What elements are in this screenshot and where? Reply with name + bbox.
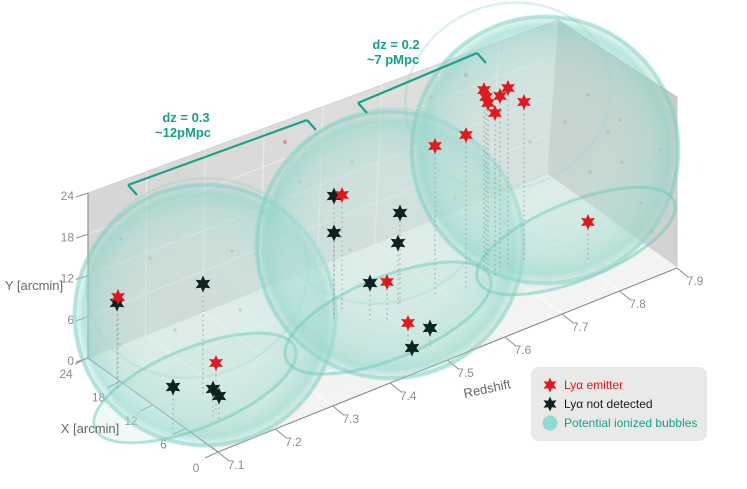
x-axis-label: X [arcmin] — [61, 421, 120, 436]
legend-item-bubbles: Potential ionized bubbles — [541, 414, 699, 433]
lya-emitter-marker — [581, 214, 595, 230]
galaxy-markers — [109, 80, 595, 405]
lya-emitter-marker — [111, 289, 125, 305]
bracket-dz-03: dz = 0.3~12pMpc — [127, 110, 317, 196]
bracket-annotations: dz = 0.3~12pMpc dz = 0.2~7 pMpc — [127, 37, 487, 196]
lya-not-detected-marker — [392, 204, 408, 222]
x-tick-label: 0 — [193, 461, 200, 475]
lya-emitter-marker — [481, 95, 495, 111]
drop-lines — [116, 95, 589, 430]
z-tick-label: 7.6 — [515, 343, 532, 357]
wall-speck — [282, 139, 288, 145]
y-tick-label: 0 — [67, 354, 74, 368]
bracket-cap — [306, 119, 317, 131]
lya-emitter-marker — [428, 138, 442, 154]
lya-emitter-marker — [380, 274, 394, 290]
ionized-bubble-rim — [410, 15, 680, 285]
lya-not-detected-marker — [404, 339, 420, 357]
axis-tick — [275, 428, 287, 439]
bracket-cap — [127, 184, 138, 196]
y-axis-label: Y [arcmin] — [5, 278, 63, 293]
legend-star-red — [543, 377, 557, 393]
bracket-line — [357, 51, 478, 105]
x-tick-label: 6 — [160, 438, 167, 452]
lya-emitter-marker — [209, 355, 223, 371]
y-tick-label: 18 — [61, 230, 75, 244]
bracket-dz-02: dz = 0.2~7 pMpc — [357, 37, 487, 114]
lya-not-detected-marker — [211, 387, 227, 405]
bracket-cap — [476, 52, 487, 64]
lya-not-detected-marker — [326, 224, 342, 242]
lya-emitter-marker — [401, 315, 415, 331]
z-tick-label: 7.7 — [572, 320, 589, 334]
legend-label-emitter: Lyα emitter — [564, 377, 624, 392]
annotation-size-label: ~12pMpc — [155, 125, 211, 140]
bubble-floor-ring — [92, 331, 298, 445]
lya-not-detected-star-icon — [543, 396, 557, 412]
annotation-size-label: ~7 pMpc — [367, 52, 419, 67]
axis-tick — [619, 290, 631, 301]
ionized-bubble — [410, 15, 680, 285]
lya-emitter-marker — [517, 94, 531, 110]
lya-not-detected-marker — [362, 274, 378, 292]
legend-label-bubbles: Potential ionized bubbles — [564, 416, 698, 431]
lya-emitter-marker — [501, 80, 515, 96]
axis-tick — [75, 233, 89, 239]
z-tick-label: 7.8 — [629, 297, 646, 311]
bracket-cap — [357, 102, 368, 114]
lya-emitter-marker — [488, 105, 502, 121]
lya-emitter-marker — [493, 88, 507, 104]
z-tick-label: 7.4 — [400, 389, 417, 403]
ionized-bubble-circle-icon — [542, 415, 558, 431]
lya-emitter-star-icon — [543, 377, 557, 393]
lya-emitter-marker — [479, 89, 493, 105]
lya-not-detected-marker — [205, 380, 221, 398]
legend-item-not-detected: Lyα not detected — [541, 394, 699, 413]
legend-star-black — [543, 396, 557, 412]
z-tick-label: 7.5 — [457, 366, 474, 380]
y-tick-label: 6 — [67, 313, 74, 327]
annotation-dz-label: dz = 0.2 — [372, 37, 419, 52]
legend-bubble-circle — [542, 415, 558, 431]
lya-not-detected-marker — [195, 275, 211, 293]
axis-tick — [204, 451, 219, 459]
axis-tick — [75, 192, 89, 198]
lya-emitter-marker — [459, 127, 473, 143]
z-tick-label: 7.2 — [285, 435, 302, 449]
axis-tick — [389, 382, 402, 393]
axis-tick — [332, 405, 345, 416]
lya-not-detected-marker — [390, 234, 406, 252]
bracket-line — [127, 118, 308, 187]
y-tick-label: 24 — [61, 189, 75, 203]
y-tick-label: 12 — [61, 272, 75, 286]
lya-emitter-marker — [335, 187, 349, 203]
legend-item-emitter: Lyα emitter — [541, 375, 699, 394]
ionized-bubbles — [72, 14, 681, 448]
z-tick-label: 7.9 — [687, 274, 704, 288]
legend: Lyα emitter Lyα not detected Potential i… — [531, 367, 707, 441]
bubble-floor-ring — [475, 185, 677, 297]
ionized-bubble-rim — [409, 14, 681, 286]
axis-tick — [504, 336, 517, 347]
axis-tick — [676, 267, 689, 278]
lya-emitter-marker — [477, 82, 491, 98]
lya-not-detected-marker — [422, 319, 438, 337]
legend-label-not-detected: Lyα not detected — [564, 396, 653, 411]
lya-not-detected-marker — [109, 294, 125, 312]
annotation-dz-label: dz = 0.3 — [162, 110, 209, 125]
axis-tick — [217, 451, 230, 462]
x-tick-label: 24 — [59, 367, 73, 381]
z-tick-label: 7.3 — [342, 412, 359, 426]
lya-not-detected-marker — [326, 187, 342, 205]
axis-tick — [561, 313, 574, 324]
lya-not-detected-marker — [165, 378, 181, 396]
z-tick-label: 7.1 — [228, 458, 245, 472]
